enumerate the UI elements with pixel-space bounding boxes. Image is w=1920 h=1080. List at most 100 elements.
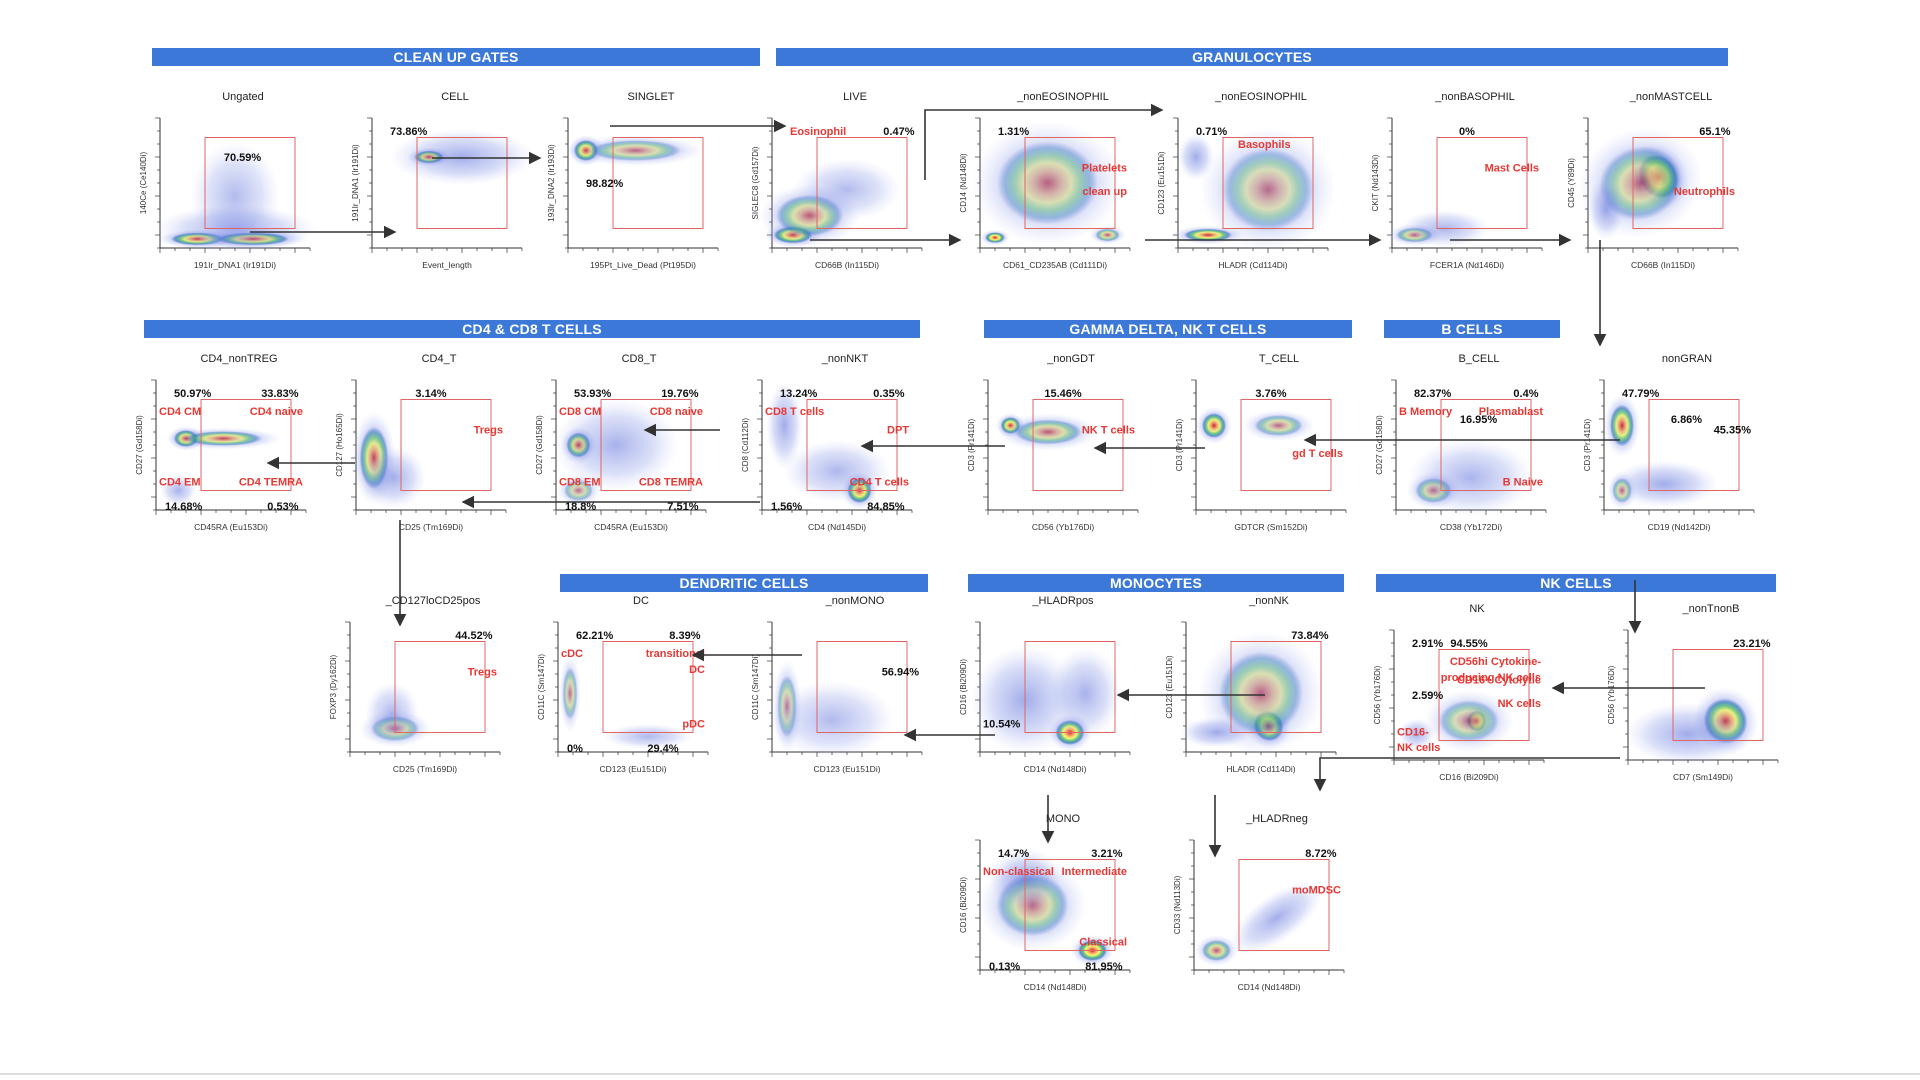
gate-percentage: 47.79% bbox=[1622, 388, 1660, 400]
gate-percentage: 0.13% bbox=[989, 961, 1020, 973]
y-axis-label: CD33 (Nd113Di) bbox=[1173, 875, 1182, 934]
density-halo bbox=[1610, 460, 1718, 508]
population-label: CD4 naive bbox=[250, 406, 303, 418]
gate-percentage: 0% bbox=[567, 743, 583, 755]
gate-outline bbox=[1230, 641, 1322, 733]
population-label: cDC bbox=[561, 648, 583, 660]
plot-title: CD8_T bbox=[622, 353, 657, 365]
x-axis-label: CD38 (Yb172Di) bbox=[1440, 522, 1503, 532]
population-label: CD8 EM bbox=[559, 476, 601, 488]
density-core bbox=[589, 140, 682, 161]
density-halo bbox=[1588, 177, 1624, 241]
plot-title: SINGLET bbox=[627, 91, 674, 103]
gate-percentage: 18.8% bbox=[565, 501, 596, 513]
plot-cd8t: CD8_T CD45RA (Eu153Di) CD27 (Gd158Di) 53.93… bbox=[535, 353, 707, 532]
gate-outline bbox=[1438, 649, 1530, 741]
gate-percentage: 33.83% bbox=[261, 388, 299, 400]
gate-percentage: 45.35% bbox=[1714, 424, 1752, 436]
gate-outline bbox=[1222, 137, 1314, 229]
gate-percentage: 1.31% bbox=[998, 126, 1029, 138]
x-axis-label: CD25 (Tm169Di) bbox=[399, 522, 463, 532]
population-label: Basophils bbox=[1238, 139, 1291, 151]
plot-nonnkt: _nonNKT CD4 (Nd145Di) CD8 (Cd112Di) 13.24% 0… bbox=[741, 353, 913, 532]
density-halo bbox=[553, 398, 679, 492]
section-header-b-cells: B CELLS bbox=[1384, 320, 1560, 338]
plot-nongdt: _nonGDT CD56 (Yb176Di) CD3 (Pr141Di) 15.46%… bbox=[967, 353, 1139, 532]
x-axis-label: CD45RA (Eu153Di) bbox=[194, 522, 268, 532]
x-axis-label: CD16 (Bi209Di) bbox=[1439, 772, 1499, 782]
y-axis-label: CD3 (Pr141Di) bbox=[1175, 418, 1184, 471]
y-axis-label: 191Ir_DNA1 (Ir191Di) bbox=[351, 144, 360, 222]
gate-percentage: 2.91% bbox=[1412, 638, 1443, 650]
gate-percentage: 14.68% bbox=[165, 501, 203, 513]
gate-percentage: 73.86% bbox=[390, 126, 428, 138]
density-halo bbox=[1180, 716, 1252, 749]
population-label: Neutrophils bbox=[1674, 186, 1735, 198]
y-axis-label: CD11C (Sm147Di) bbox=[751, 654, 760, 720]
y-axis-label: CD16 (Bi209Di) bbox=[959, 877, 968, 933]
plot-title: _nonTnonB bbox=[1682, 603, 1740, 615]
x-axis-label: 191Ir_DNA1 (Ir191Di) bbox=[194, 260, 276, 270]
gate-percentage: 29.4% bbox=[647, 743, 678, 755]
density-core bbox=[562, 667, 578, 720]
population-label: Tregs bbox=[474, 424, 503, 436]
section-header-nk-cells: NK CELLS bbox=[1376, 574, 1776, 592]
density-halo bbox=[390, 128, 534, 186]
y-axis-label: SIGLEC8 (Gd157Di) bbox=[751, 146, 760, 219]
plot-nonmono: _nonMONO CD123 (Eu151Di) CD11C (Sm147Di) 56… bbox=[751, 595, 923, 774]
plot-cd127lo: _CD127loCD25pos CD25 (Tm169Di) FOXP3 (Dy16… bbox=[329, 595, 501, 774]
population-label: Platelets bbox=[1082, 162, 1127, 174]
gate-percentage: 16.95% bbox=[1460, 414, 1498, 426]
population-label: Tregs bbox=[468, 666, 497, 678]
plot-nonnk: _nonNK HLADR (Cd114Di) CD123 (Eu151Di) 73.8… bbox=[1165, 595, 1337, 774]
plot-title: _HLADRpos bbox=[1031, 595, 1094, 607]
x-axis-label: GDTCR (Sm152Di) bbox=[1234, 522, 1307, 532]
plot-title: _HLADRneg bbox=[1245, 813, 1308, 825]
density-core bbox=[1202, 413, 1226, 438]
y-axis-label: CD27 (Gd158Di) bbox=[535, 415, 544, 475]
density-halo bbox=[603, 723, 693, 749]
plot-nongran: nonGRAN CD19 (Nd142Di) CD3 (Pr141Di) 47.79%… bbox=[1583, 353, 1755, 532]
density-halo bbox=[365, 681, 419, 745]
x-axis-label: CD123 (Eu151Di) bbox=[813, 764, 880, 774]
plot-title: _nonBASOPHIL bbox=[1434, 91, 1515, 103]
gate-outline bbox=[816, 137, 908, 229]
density-halo bbox=[190, 141, 280, 251]
population-label: NK cells bbox=[1498, 698, 1541, 710]
gate-outline bbox=[200, 399, 292, 491]
population-label: pDC bbox=[682, 718, 705, 730]
density-core bbox=[985, 232, 1005, 243]
plot-mono: MONO CD14 (Nd148Di) CD16 (Bi209Di) 14.7% 3.2… bbox=[959, 813, 1131, 992]
section-header-t-cells: CD4 & CD8 T CELLS bbox=[144, 320, 920, 338]
y-axis-label: CD3 (Pr141Di) bbox=[967, 418, 976, 471]
population-label: CD4 T cells bbox=[850, 476, 909, 488]
population-label: Intermediate bbox=[1062, 866, 1127, 878]
gate-percentage: 0% bbox=[1459, 126, 1475, 138]
population-label: DC bbox=[689, 664, 705, 676]
gate-percentage: 98.82% bbox=[586, 178, 624, 190]
gate-percentage: 19.76% bbox=[661, 388, 699, 400]
density-core bbox=[1222, 147, 1314, 232]
gate-outline bbox=[1632, 137, 1724, 229]
plot-title: CD4_nonTREG bbox=[200, 353, 277, 365]
population-label: B Naive bbox=[1503, 476, 1543, 488]
population-label: CD56hi Cytokine- bbox=[1450, 656, 1541, 668]
population-label: CD4 CM bbox=[159, 406, 201, 418]
x-axis-label: CD14 (Nd148Di) bbox=[1024, 982, 1087, 992]
plot-title: CELL bbox=[441, 91, 469, 103]
plot-title: _CD127loCD25pos bbox=[385, 595, 481, 607]
gate-percentage: 84.85% bbox=[867, 501, 905, 513]
y-axis-label: CKIT (Nd143Di) bbox=[1371, 154, 1380, 211]
gate-percentage: 3.14% bbox=[415, 388, 446, 400]
y-axis-label: CD56 (Yb176Di) bbox=[1373, 665, 1382, 724]
population-label: gd T cells bbox=[1292, 448, 1343, 460]
gate-outline bbox=[416, 137, 508, 229]
bottom-divider bbox=[0, 1073, 1920, 1075]
plot-title: Ungated bbox=[222, 91, 264, 103]
x-axis-label: 195Pt_Live_Dead (Pt195Di) bbox=[590, 260, 696, 270]
plot-title: _nonNKT bbox=[821, 353, 869, 365]
plot-singlet: SINGLET 195Pt_Live_Dead (Pt195Di) 193Ir_DN… bbox=[547, 91, 719, 270]
gate-outline bbox=[1024, 641, 1116, 733]
gate-outline bbox=[1024, 859, 1116, 951]
population-label: Mast Cells bbox=[1485, 162, 1539, 174]
